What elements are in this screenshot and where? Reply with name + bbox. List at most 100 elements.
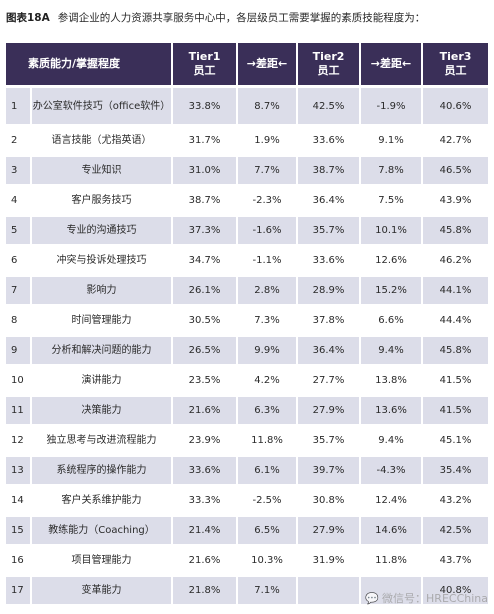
gap1-value: -1.6%: [236, 217, 296, 244]
table-row: 6 冲突与投诉处理技巧 34.7% -1.1% 33.6% 12.6% 46.2%: [6, 247, 488, 274]
row-number: 4: [6, 187, 30, 214]
tier1-value: 23.9%: [171, 427, 236, 454]
watermark-text: 微信号：HRECChina: [382, 592, 488, 605]
tier3-value: 41.5%: [421, 397, 488, 424]
skills-table: 素质能力/掌握程度 Tier1 员工 →差距← Tier2 员工 →差距← Tier…: [6, 40, 488, 607]
tier3-value: 42.5%: [421, 517, 488, 544]
skill-name: 变革能力: [30, 577, 171, 604]
gap2-value: 13.8%: [359, 367, 421, 394]
tier2-value: [296, 577, 359, 604]
figure-title: 参调企业的人力资源共享服务中心中，各层级员工需要掌握的素质技能程度为：: [57, 12, 426, 24]
tier3-value: 41.5%: [421, 367, 488, 394]
skill-name: 时间管理能力: [30, 307, 171, 334]
table-row: 5 专业的沟通技巧 37.3% -1.6% 35.7% 10.1% 45.8%: [6, 217, 488, 244]
skill-name: 语言技能（尤指英语）: [30, 127, 171, 154]
tier2-value: 27.9%: [296, 397, 359, 424]
table-row: 10 演讲能力 23.5% 4.2% 27.7% 13.8% 41.5%: [6, 367, 488, 394]
tier2-value: 30.8%: [296, 487, 359, 514]
row-number: 7: [6, 277, 30, 304]
row-number: 14: [6, 487, 30, 514]
table-body: 1 办公室软件技巧（office软件） 33.8% 8.7% 42.5% -1.9% 40.…: [6, 88, 488, 604]
tier3-value: 43.9%: [421, 187, 488, 214]
tier3-value: 45.1%: [421, 427, 488, 454]
row-number: 1: [6, 88, 30, 124]
gap2-value: 12.6%: [359, 247, 421, 274]
tier1-value: 21.4%: [171, 517, 236, 544]
skill-name: 独立思考与改进流程能力: [30, 427, 171, 454]
gap2-value: 7.8%: [359, 157, 421, 184]
gap1-value: 4.2%: [236, 367, 296, 394]
table-row: 4 客户服务技巧 38.7% -2.3% 36.4% 7.5% 43.9%: [6, 187, 488, 214]
wechat-icon: 💬: [365, 592, 380, 605]
tier3-value: 43.7%: [421, 547, 488, 574]
gap2-value: 15.2%: [359, 277, 421, 304]
header-gap2: →差距←: [359, 43, 421, 85]
gap2-value: 11.8%: [359, 547, 421, 574]
figure-label: 图表18A: [6, 12, 50, 24]
table-row: 2 语言技能（尤指英语） 31.7% 1.9% 33.6% 9.1% 42.7%: [6, 127, 488, 154]
tier2-value: 35.7%: [296, 217, 359, 244]
tier2-value: 36.4%: [296, 337, 359, 364]
gap2-value: 9.4%: [359, 427, 421, 454]
header-gap1: →差距←: [236, 43, 296, 85]
skill-name: 教练能力（Coaching）: [30, 517, 171, 544]
tier2-value: 28.9%: [296, 277, 359, 304]
tier2-value: 27.7%: [296, 367, 359, 394]
header-tier1: Tier1 员工: [171, 43, 236, 85]
tier1-value: 33.3%: [171, 487, 236, 514]
skill-name: 专业知识: [30, 157, 171, 184]
tier1-value: 34.7%: [171, 247, 236, 274]
gap2-value: 7.5%: [359, 187, 421, 214]
header-tier3: Tier3 员工: [421, 43, 488, 85]
skill-name: 分析和解决问题的能力: [30, 337, 171, 364]
gap2-value: 10.1%: [359, 217, 421, 244]
row-number: 6: [6, 247, 30, 274]
table-row: 17 变革能力 21.8% 7.1% 40.8%: [6, 577, 488, 604]
table-row: 11 决策能力 21.6% 6.3% 27.9% 13.6% 41.5%: [6, 397, 488, 424]
gap2-value: [359, 577, 421, 604]
skill-name: 决策能力: [30, 397, 171, 424]
table-row: 1 办公室软件技巧（office软件） 33.8% 8.7% 42.5% -1.9% 40.…: [6, 88, 488, 124]
tier2-value: 33.6%: [296, 127, 359, 154]
gap2-value: -1.9%: [359, 88, 421, 124]
tier1-value: 38.7%: [171, 187, 236, 214]
tier2-value: 35.7%: [296, 427, 359, 454]
tier1-value: 33.6%: [171, 457, 236, 484]
table-row: 7 影响力 26.1% 2.8% 28.9% 15.2% 44.1%: [6, 277, 488, 304]
table-row: 14 客户关系维护能力 33.3% -2.5% 30.8% 12.4% 43.2%: [6, 487, 488, 514]
row-number: 16: [6, 547, 30, 574]
gap1-value: 1.9%: [236, 127, 296, 154]
skill-name: 专业的沟通技巧: [30, 217, 171, 244]
header-tier2: Tier2 员工: [296, 43, 359, 85]
row-number: 15: [6, 517, 30, 544]
tier1-value: 23.5%: [171, 367, 236, 394]
gap2-value: 14.6%: [359, 517, 421, 544]
gap1-value: -2.5%: [236, 487, 296, 514]
gap1-value: 7.3%: [236, 307, 296, 334]
tier1-value: 31.0%: [171, 157, 236, 184]
tier1-value: 37.3%: [171, 217, 236, 244]
row-number: 11: [6, 397, 30, 424]
gap1-value: 11.8%: [236, 427, 296, 454]
tier2-value: 37.8%: [296, 307, 359, 334]
row-number: 10: [6, 367, 30, 394]
gap1-value: 7.7%: [236, 157, 296, 184]
gap1-value: 2.8%: [236, 277, 296, 304]
tier3-value: 46.2%: [421, 247, 488, 274]
table-row: 9 分析和解决问题的能力 26.5% 9.9% 36.4% 9.4% 45.8%: [6, 337, 488, 364]
tier3-value: 40.6%: [421, 88, 488, 124]
table-row: 15 教练能力（Coaching） 21.4% 6.5% 27.9% 14.6% 42.5%: [6, 517, 488, 544]
tier3-value: 42.7%: [421, 127, 488, 154]
row-number: 13: [6, 457, 30, 484]
table-row: 8 时间管理能力 30.5% 7.3% 37.8% 6.6% 44.4%: [6, 307, 488, 334]
tier2-value: 38.7%: [296, 157, 359, 184]
row-number: 8: [6, 307, 30, 334]
skill-name: 冲突与投诉处理技巧: [30, 247, 171, 274]
skill-name: 项目管理能力: [30, 547, 171, 574]
gap2-value: -4.3%: [359, 457, 421, 484]
figure-caption: 图表18A 参调企业的人力资源共享服务中心中，各层级员工需要掌握的素质技能程度为：: [6, 8, 490, 28]
gap2-value: 13.6%: [359, 397, 421, 424]
gap1-value: 6.5%: [236, 517, 296, 544]
row-number: 9: [6, 337, 30, 364]
table-row: 3 专业知识 31.0% 7.7% 38.7% 7.8% 46.5%: [6, 157, 488, 184]
